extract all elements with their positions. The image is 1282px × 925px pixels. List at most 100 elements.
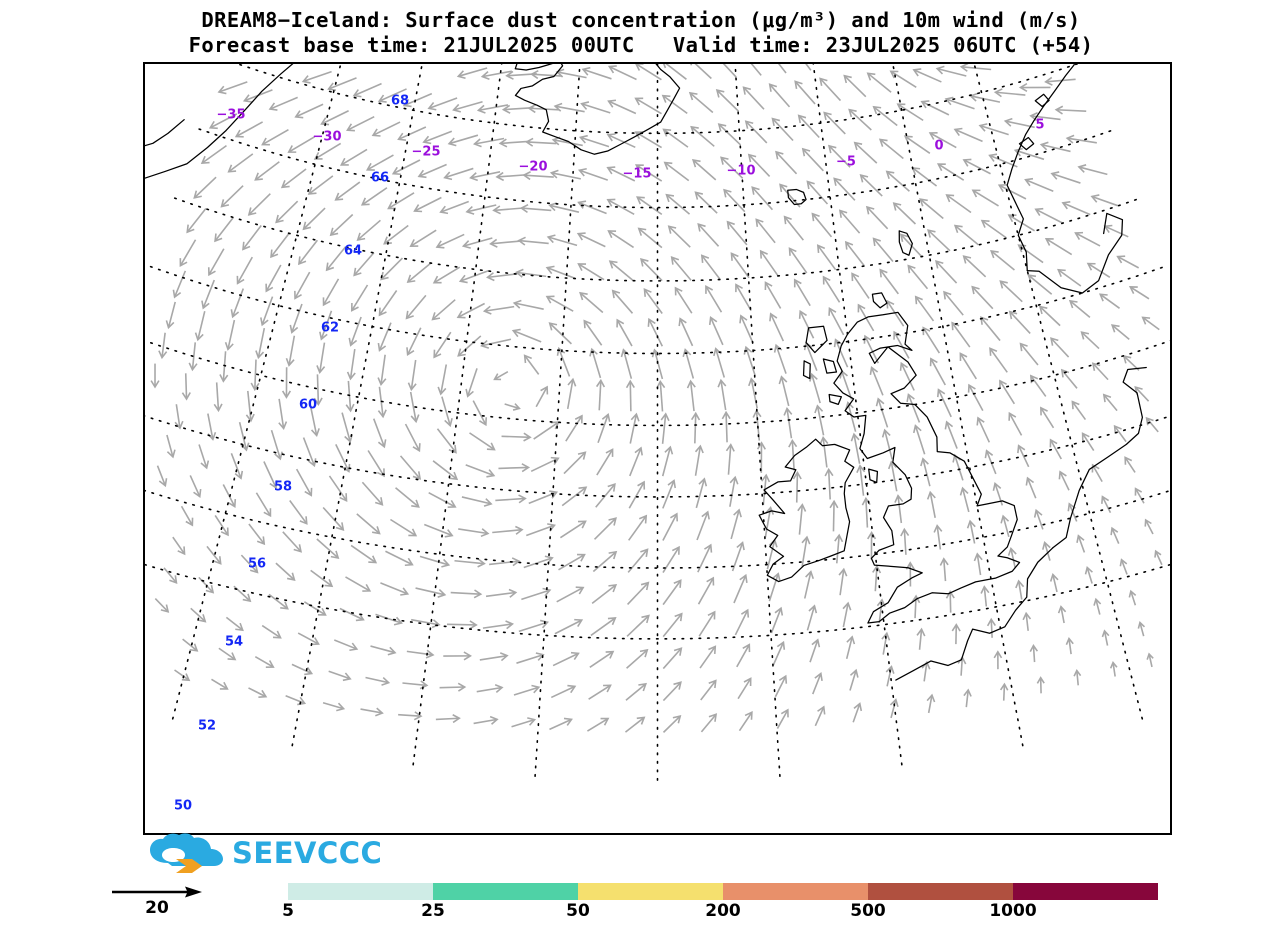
wind-vector <box>188 342 198 372</box>
wind-vector <box>289 303 303 334</box>
wind-vector <box>260 296 274 327</box>
wind-vector <box>1013 147 1045 161</box>
wind-vector <box>1101 629 1110 646</box>
wind-vector <box>595 378 606 411</box>
wind-vector <box>959 352 977 380</box>
wind-vector <box>606 133 636 149</box>
wind-vector <box>179 239 197 267</box>
wind-vector <box>443 651 472 661</box>
wind-vector <box>939 557 949 582</box>
wind-vector <box>1074 231 1101 247</box>
wind-vector <box>1076 534 1086 553</box>
wind-vector <box>214 515 229 537</box>
wind-vector <box>530 70 562 80</box>
wind-vector <box>590 617 617 637</box>
wind-vector <box>920 100 950 116</box>
wind-vector <box>294 271 311 300</box>
wind-vector <box>875 397 889 428</box>
wind-vector <box>275 200 299 224</box>
wind-vector <box>1144 518 1154 535</box>
wind-vector <box>885 170 910 192</box>
wind-vector <box>990 249 1015 271</box>
wind-vector <box>435 233 465 249</box>
wind-vector <box>307 175 334 195</box>
colorbar-tick-1000: 1000 <box>989 901 1037 921</box>
wind-vector <box>661 445 674 477</box>
wind-vector <box>156 465 168 488</box>
wind-vector <box>320 110 349 126</box>
wind-vector <box>247 193 271 216</box>
wind-vector <box>295 468 313 497</box>
coastline-hebrides-uist <box>802 360 811 380</box>
wind-vector <box>255 327 266 360</box>
wind-vector <box>545 295 574 312</box>
wind-vector <box>407 359 417 392</box>
wind-vector <box>166 434 176 459</box>
wind-vector <box>812 672 823 695</box>
wind-vector <box>350 284 369 312</box>
wind-vector <box>945 194 972 214</box>
wind-vector <box>819 77 842 102</box>
dust-colorbar[interactable] <box>288 883 1158 900</box>
wind-vector <box>486 272 518 282</box>
wind-vector <box>899 361 915 391</box>
wind-vector <box>411 618 441 629</box>
wind-vector <box>761 473 771 506</box>
wind-vector <box>936 163 965 181</box>
map-panel[interactable]: 68 66 64 62 60 58 56 54 52 50 −35 −30 −25 −20 −15 −10 −5… <box>143 62 1172 835</box>
wind-vector <box>686 379 696 412</box>
wind-vector <box>801 147 824 172</box>
wind-vector <box>482 305 515 315</box>
coastline-norway-sw <box>1026 212 1124 294</box>
wind-vector <box>206 545 222 565</box>
wind-vector <box>334 181 361 201</box>
wind-vector <box>647 317 664 347</box>
wind-vector <box>325 246 347 272</box>
coastline-greenland-s-tip <box>145 119 185 147</box>
wind-vector <box>289 499 308 525</box>
wind-vector <box>297 239 319 266</box>
wind-vector <box>993 88 1026 98</box>
wind-vector <box>959 64 992 72</box>
wind-vector <box>844 240 865 267</box>
wind-vector <box>608 260 634 282</box>
graticule-parallel-58 <box>149 265 1166 355</box>
wind-vector <box>969 92 1001 103</box>
wind-vector <box>371 121 401 137</box>
wind-vector <box>220 185 244 208</box>
wind-vector <box>842 601 852 628</box>
colorbar-segment-0 <box>288 883 433 900</box>
wind-vector <box>814 705 826 727</box>
wind-vector <box>999 280 1023 303</box>
wind-vector <box>193 176 217 199</box>
wind-vector <box>465 204 497 215</box>
wind-vector <box>372 418 387 449</box>
wind-vector <box>200 144 227 165</box>
wind-vector <box>433 331 452 359</box>
wind-vector <box>777 64 787 74</box>
wind-vector <box>889 70 917 89</box>
wind-vector <box>993 650 1003 670</box>
wind-vector <box>723 188 746 213</box>
wind-vector <box>469 432 496 451</box>
wind-vector <box>944 420 958 449</box>
wind-scale-label: 20 <box>145 898 169 918</box>
wind-vector <box>377 354 387 387</box>
wind-vector <box>150 363 160 389</box>
wind-vector <box>591 584 618 605</box>
wind-vector <box>660 412 670 444</box>
wind-vector <box>1057 268 1082 287</box>
wind-vector <box>261 128 289 146</box>
wind-vector <box>186 207 207 234</box>
wind-vector <box>865 205 889 230</box>
coastline-shetland <box>898 230 913 256</box>
wind-vector <box>213 382 223 413</box>
wind-vector <box>341 412 353 444</box>
wind-vector <box>636 196 663 216</box>
wind-vector <box>578 134 610 148</box>
wind-vector <box>465 464 496 478</box>
wind-vector <box>824 467 834 500</box>
wind-vector <box>387 192 415 210</box>
wind-vector <box>809 638 821 663</box>
wind-vector <box>1091 463 1103 483</box>
